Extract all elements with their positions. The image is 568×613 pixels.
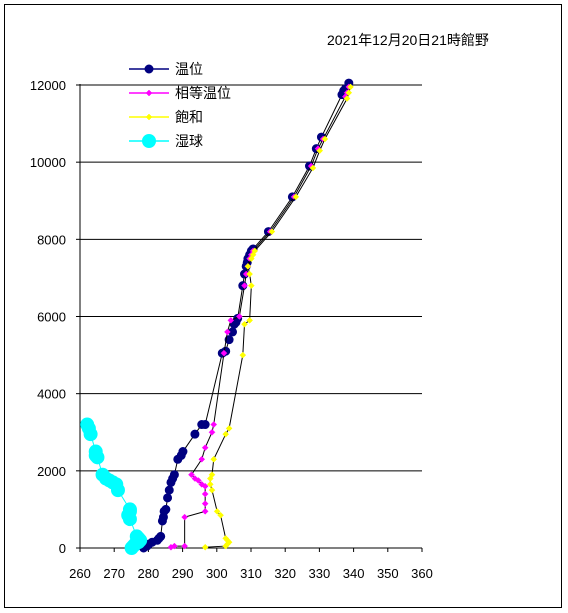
series-2-point-29	[343, 95, 351, 102]
y-tick-label-12000: 12000	[30, 78, 66, 93]
series-2	[201, 83, 354, 551]
x-tick-label-310: 310	[240, 566, 262, 581]
series-1-point-1	[171, 542, 178, 550]
series-1-point-16	[220, 349, 228, 357]
series-1-point-10	[191, 475, 199, 482]
series-1-point-2	[181, 542, 189, 550]
series-3-point-10	[122, 502, 137, 517]
series-3-point-6	[129, 529, 144, 544]
series-line-1	[170, 86, 350, 548]
series-0-point-24	[224, 335, 234, 345]
series-2-point-16	[241, 320, 248, 328]
x-tick-label-270: 270	[103, 566, 125, 581]
x-tick-label-320: 320	[274, 566, 296, 581]
chart-title: 2021年12月20日21時館野	[327, 32, 489, 48]
series-0-point-21	[200, 420, 210, 430]
series-2-point-24	[268, 228, 276, 235]
series-0-point-19	[190, 429, 200, 439]
series-3-point-22	[80, 417, 95, 432]
x-tick-label-330: 330	[309, 566, 331, 581]
series-1-point-18	[227, 317, 235, 324]
y-tick-label-4000: 4000	[37, 387, 66, 402]
series-1	[167, 83, 353, 551]
series-2-point-11	[208, 471, 216, 479]
legend-label-3: 湿球	[175, 134, 203, 150]
legend-label-1: 相等温位	[175, 85, 231, 102]
x-tick-label-280: 280	[138, 566, 160, 581]
x-tick-label-300: 300	[206, 566, 228, 581]
legend-marker-3	[142, 134, 156, 148]
series-2-point-15	[239, 351, 247, 359]
series-2-point-17	[246, 317, 253, 324]
x-tick-label-340: 340	[343, 566, 365, 581]
series-2-point-13	[222, 430, 230, 438]
chart-frame	[4, 4, 562, 608]
series-2-point-28	[321, 135, 329, 143]
series-2-point-20	[244, 262, 252, 270]
series-1-point-13	[201, 444, 209, 452]
series-2-point-12	[210, 455, 218, 463]
series-2-point-9	[206, 480, 214, 488]
x-tick-label-360: 360	[411, 566, 433, 581]
series-2-point-7	[213, 507, 221, 515]
series-1-point-4	[201, 507, 209, 515]
series-1-point-8	[198, 480, 206, 488]
series-2-point-14	[225, 425, 233, 432]
series-2-point-26	[309, 164, 317, 172]
series-1-point-5	[201, 500, 209, 507]
y-tick-label-0: 0	[59, 541, 66, 556]
series-2-point-8	[208, 486, 216, 494]
series-0-point-10	[161, 504, 171, 514]
axes: 0 2000 4000 6000 8000 10000 12000 260 270 280 290 3…	[30, 78, 433, 581]
series-3-point-16	[95, 467, 110, 482]
legend-marker-2	[145, 113, 153, 121]
series-1-point-14	[208, 428, 216, 436]
series-0-point-6	[156, 531, 166, 541]
series-line-2	[205, 86, 352, 548]
series-1-point-3	[181, 513, 189, 521]
y-tick-label-2000: 2000	[37, 464, 66, 479]
series-2-point-6	[217, 511, 224, 519]
legend-marker-0	[144, 64, 154, 74]
series-2-point-19	[246, 270, 253, 278]
series-2-point-31	[347, 83, 354, 91]
series-2-point-18	[247, 282, 255, 289]
series-2-point-27	[316, 147, 324, 154]
series-0-point-12	[164, 485, 174, 495]
series-2-point-25	[292, 193, 300, 201]
series-3	[80, 417, 148, 555]
series-1-point-20	[241, 282, 248, 289]
series-1-point-11	[188, 471, 195, 479]
series-1-point-17	[224, 328, 231, 336]
series-1-point-12	[198, 455, 206, 463]
legend-label-0: 温位	[175, 62, 203, 78]
legend-marker-1	[145, 89, 153, 97]
series-layer	[80, 78, 354, 555]
series-1-point-6	[201, 490, 209, 498]
series-2-point-30	[345, 89, 353, 97]
series-1-point-19	[236, 313, 243, 320]
series-1-point-15	[210, 421, 218, 428]
grid-lines	[80, 84, 422, 472]
y-tick-label-10000: 10000	[30, 155, 66, 170]
y-tick-label-8000: 8000	[37, 232, 66, 247]
x-tick-label-260: 260	[69, 566, 91, 581]
series-0-point-11	[163, 493, 173, 503]
series-0-point-18	[178, 447, 188, 457]
legend-label-2: 飽和	[175, 109, 203, 126]
series-2-point-0	[201, 543, 209, 551]
y-tick-label-6000: 6000	[37, 310, 66, 325]
series-0-point-15	[169, 470, 179, 480]
series-2-point-23	[251, 247, 259, 255]
series-3-point-19	[88, 444, 103, 459]
x-tick-label-350: 350	[377, 566, 399, 581]
x-tick-label-290: 290	[172, 566, 194, 581]
series-2-point-5	[222, 535, 230, 542]
